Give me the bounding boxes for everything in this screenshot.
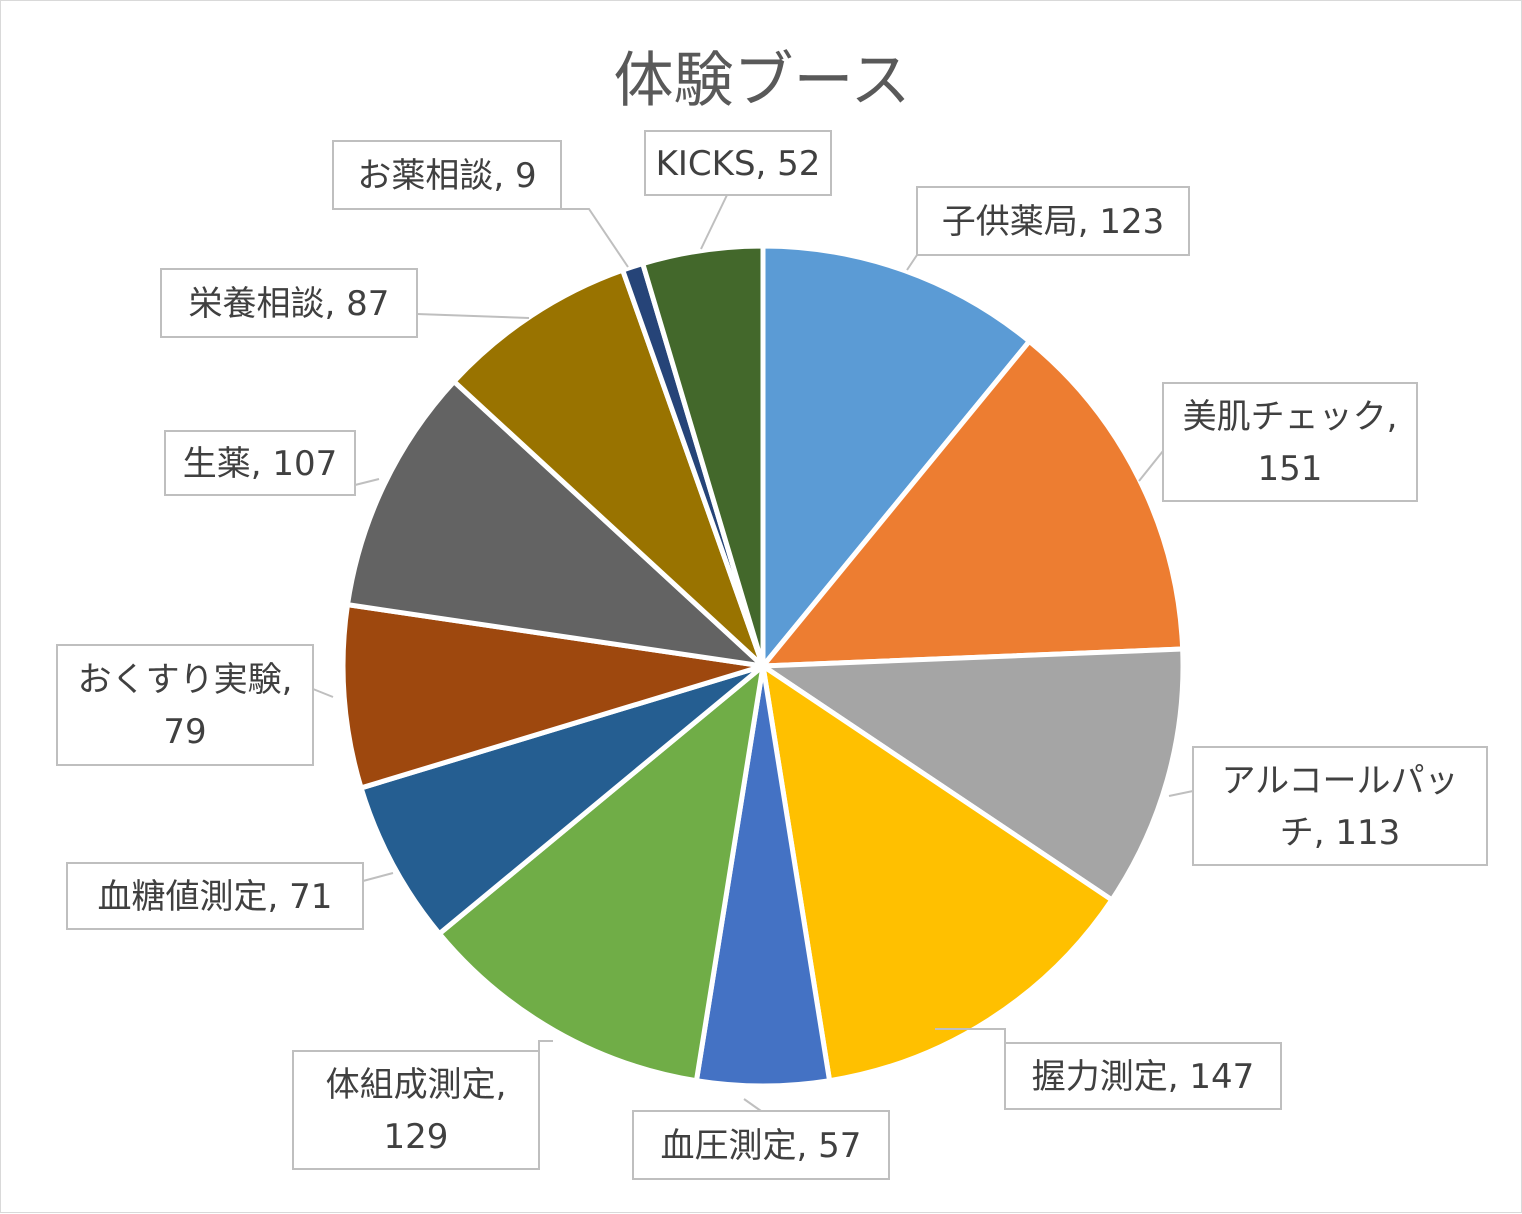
pie-slice [760,646,1186,903]
data-label-text: 美肌チェック, [1183,397,1398,437]
data-label-text: アルコールパッ [1222,761,1459,801]
data-label: お薬相談, 9 [332,140,562,210]
leader-line [362,872,394,882]
data-label-box [632,1110,890,1180]
data-label-box [164,430,356,496]
data-label-text: 握力測定, 147 [1032,1057,1255,1097]
pie-slice [760,338,1186,669]
data-label-text: 151 [1258,449,1323,489]
data-label-box [1162,382,1418,502]
data-label-text: 血糖値測定, 71 [98,877,333,917]
data-label-box [66,862,364,930]
data-label-text: チ, 113 [1280,813,1401,853]
data-label: 血圧測定, 57 [632,1110,890,1180]
leader-line [416,313,530,319]
leader-line [354,478,380,486]
data-label-text: 体組成測定, [326,1065,507,1105]
data-label-box [1192,746,1488,866]
leader-line [1138,450,1164,482]
data-label-text: 129 [384,1117,449,1157]
data-label-box [160,268,418,338]
data-label-text: 血圧測定, 57 [661,1126,862,1166]
data-label-box [644,130,832,196]
leader-line [743,1098,762,1112]
pie-slice [760,243,1032,669]
chart-title: 体験ブース [614,46,911,116]
data-label-text: おくすり実験, [78,660,293,700]
data-label: 血糖値測定, 71 [66,862,364,930]
pie-slice [436,663,766,1084]
leader-line [561,208,629,268]
data-label-box [56,644,314,766]
data-label: 体組成測定, 129 [292,1050,540,1170]
data-label-box [292,1050,540,1170]
leader-line [312,688,334,698]
data-label-text: KICKS, 52 [656,144,821,184]
data-label-text: お薬相談, 9 [357,156,536,196]
data-label: KICKS, 52 [644,130,832,196]
pie-slice [345,379,766,669]
leader-line [700,194,728,250]
leader-line [906,254,918,271]
data-label-box [1004,1042,1282,1110]
data-label: 子供薬局, 123 [916,186,1190,256]
leader-line [935,1028,1006,1043]
pie-slice [451,267,766,669]
data-label-text: 栄養相談, 87 [189,284,390,324]
data-label-box [916,186,1190,256]
data-label: 生薬, 107 [164,430,356,496]
data-label: 栄養相談, 87 [160,268,418,338]
data-label: 握力測定, 147 [1004,1042,1282,1110]
data-label: おくすり実験, 79 [56,644,314,766]
pie-slice [640,243,766,669]
data-label-text: 79 [163,712,206,752]
data-label-box [332,140,562,210]
data-label-text: 生薬, 107 [183,444,338,484]
pie-slice [358,663,766,937]
leader-line [1168,790,1194,797]
pie-slice [340,602,766,791]
leader-line [538,1040,553,1051]
data-label-text: 子供薬局, 123 [942,202,1165,242]
data-label: 美肌チェック, 151 [1162,382,1418,502]
pie-slice [760,663,1115,1084]
